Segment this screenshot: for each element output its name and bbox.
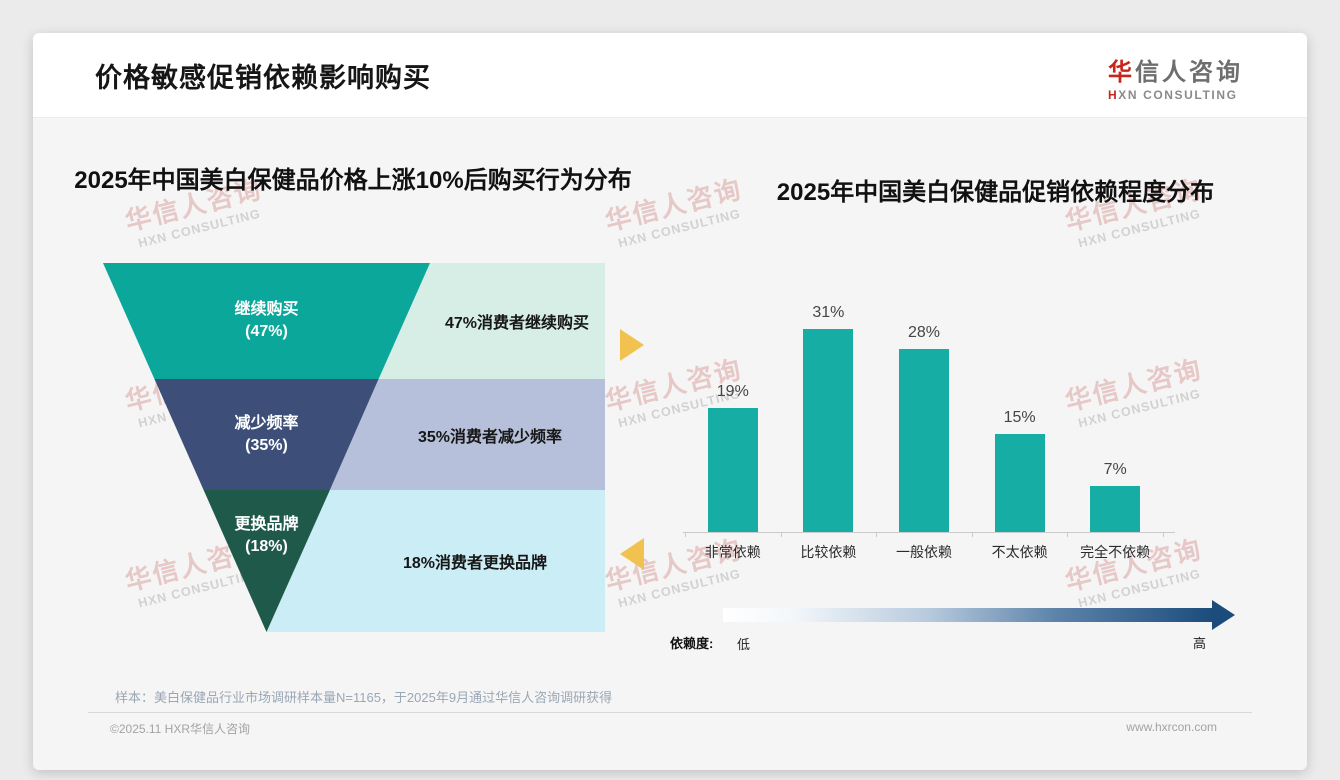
funnel-segment-label: 继续购买 (47%) (234, 301, 299, 340)
footer-divider (88, 712, 1252, 713)
bar-category-label: 非常依赖 (704, 544, 761, 560)
slide-card: 华信人咨询 HXN CONSULTING 华信人咨询 HXN CONSULTING 华信… (33, 33, 1307, 770)
dependency-low-label: 低 (737, 637, 751, 652)
bar-cell: 7% (1067, 295, 1163, 532)
bar-category-label: 不太依赖 (991, 544, 1048, 560)
axis-tick (1067, 532, 1068, 537)
funnel-segment-label: 减少频率 (35%) (234, 414, 299, 454)
funnel-segment-continue (103, 263, 431, 379)
bar-cell: 28% (876, 295, 972, 532)
bar-value-label: 19% (716, 382, 749, 400)
funnel-panel-switch (266, 490, 605, 632)
funnel-annotation: 18%消费者更换品牌 (402, 555, 548, 572)
funnel-segment-label: 更换品牌 (18%) (234, 516, 299, 555)
dependency-high-label: 高 (1193, 636, 1207, 651)
axis-tick (876, 532, 877, 537)
dependency-axis-label: 依赖度: (670, 636, 714, 651)
funnel-chart: 继续购买 (47%) 47%消费者继续购买 减少频率 (35%) 35%消费者减少频… (103, 263, 605, 632)
dependency-gradient-arrow (723, 608, 1213, 622)
axis-tick (685, 532, 686, 537)
bar-value-label: 28% (907, 323, 940, 341)
bar (707, 407, 758, 532)
logo-english-text: HXN CONSULTING (1108, 88, 1238, 102)
bar-value-label: 31% (812, 303, 845, 321)
dependency-arrow-head-icon (1212, 600, 1235, 630)
bar-chart-x-axis (683, 532, 1175, 533)
copyright-text: ©2025.11 HXR华信人咨询 (110, 722, 250, 736)
bar-chart-title: 2025年中国美白保健品促销依赖程度分布 (776, 179, 1215, 206)
bar (898, 348, 949, 532)
bar-chart-plot: 19% 31% 28% 15% 7% (685, 295, 1163, 532)
funnel-row-reduce: 减少频率 (35%) 35%消费者减少频率 (103, 379, 605, 490)
logo-chinese-text: 华信人咨询 (1108, 59, 1243, 86)
bar-value-label: 15% (1003, 408, 1036, 426)
bar-category-label: 完全不依赖 (1080, 544, 1151, 560)
axis-tick (780, 532, 782, 537)
axis-tick (1162, 532, 1164, 537)
funnel-row-continue: 继续购买 (47%) 47%消费者继续购买 (103, 263, 605, 379)
bar-cell: 31% (781, 295, 877, 532)
bar (803, 328, 854, 532)
funnel-annotation: 47%消费者继续购买 (444, 315, 590, 332)
bar-cell: 15% (972, 295, 1068, 532)
website-text: www.hxrcon.com (1126, 720, 1217, 734)
bar (994, 433, 1045, 532)
bar-category-label: 一般依赖 (895, 544, 952, 560)
funnel-row-switch: 更换品牌 (18%) 18%消费者更换品牌 (103, 490, 605, 632)
connector-arrow-right-icon (620, 329, 644, 361)
funnel-chart-title: 2025年中国美白保健品价格上涨10%后购买行为分布 (74, 167, 632, 194)
sample-note: 样本：美白保健品行业市场调研样本量N=1165，于2025年9月通过华信人咨询调… (115, 690, 613, 705)
axis-tick (971, 532, 973, 537)
funnel-panel-reduce (329, 379, 605, 490)
connector-arrow-left-icon (620, 538, 644, 570)
bar-category-label: 比较依赖 (800, 544, 857, 560)
page-title: 价格敏感促销依赖影响购买 (95, 62, 431, 93)
bar-value-label: 7% (1103, 461, 1127, 479)
funnel-annotation: 35%消费者减少频率 (417, 428, 563, 446)
bar (1090, 486, 1141, 532)
header-bar: 价格敏感促销依赖影响购买 华信人咨询 HXN CONSULTING (33, 33, 1307, 118)
company-logo: 华信人咨询 HXN CONSULTING (1108, 58, 1243, 102)
bar-chart-category-labels: 非常依赖 比较依赖 一般依赖 不太依赖 完全不依赖 (685, 542, 1163, 562)
bar-cell: 19% (685, 295, 781, 532)
